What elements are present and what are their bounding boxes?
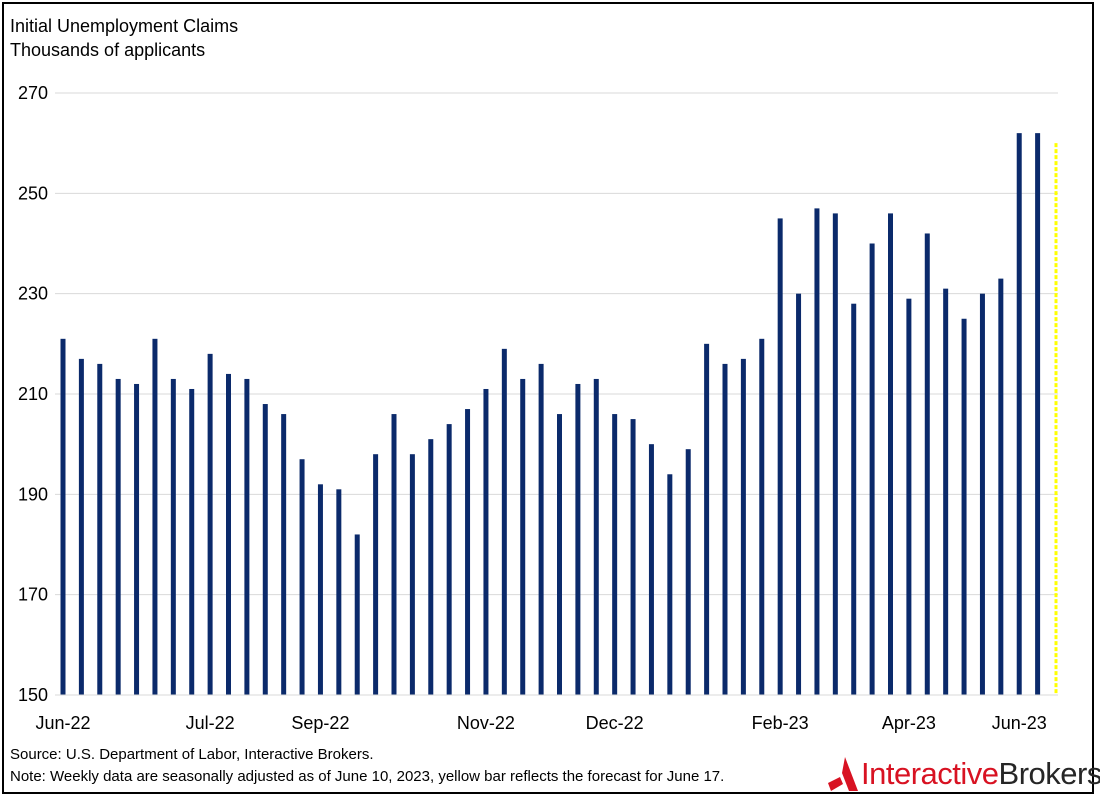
x-tick-label: Nov-22 xyxy=(457,713,515,733)
bar xyxy=(593,378,599,695)
bar xyxy=(189,388,195,695)
chart-title: Initial Unemployment Claims xyxy=(10,16,239,36)
title-block: Initial Unemployment Claims Thousands of… xyxy=(10,14,238,62)
bar xyxy=(428,439,434,695)
bar xyxy=(465,409,471,695)
bar xyxy=(777,218,783,695)
bar xyxy=(869,243,875,695)
bar xyxy=(998,278,1004,695)
bar xyxy=(832,213,838,695)
bar xyxy=(207,353,213,695)
x-tick-label: Jul-22 xyxy=(186,713,235,733)
bar xyxy=(520,378,526,695)
bar xyxy=(906,298,912,695)
bar xyxy=(722,363,728,695)
y-tick-label: 190 xyxy=(18,484,48,504)
bar xyxy=(391,414,397,695)
y-tick-label: 270 xyxy=(18,83,48,103)
y-axis-ticks: 150 170 190 210 230 250 270 xyxy=(18,83,48,705)
x-tick-label: Jun-22 xyxy=(35,713,90,733)
bar xyxy=(299,459,305,695)
bar xyxy=(667,474,673,695)
bar xyxy=(336,489,342,695)
bar xyxy=(152,338,158,695)
y-tick-label: 150 xyxy=(18,685,48,705)
bar xyxy=(317,484,323,695)
bar xyxy=(1016,133,1022,696)
x-tick-label: Jun-23 xyxy=(992,713,1047,733)
bar xyxy=(97,363,103,695)
bar xyxy=(557,414,562,695)
bar xyxy=(630,419,636,695)
bar xyxy=(134,383,140,695)
bar xyxy=(483,388,489,695)
y-tick-label: 210 xyxy=(18,384,48,404)
bar xyxy=(115,378,121,695)
bar xyxy=(446,424,452,695)
bar xyxy=(170,378,176,695)
x-tick-label: Dec-22 xyxy=(586,713,644,733)
x-tick-label: Apr-23 xyxy=(882,713,936,733)
y-tick-label: 170 xyxy=(18,585,48,605)
bar xyxy=(354,534,360,695)
bar xyxy=(814,208,820,695)
bar xyxy=(226,373,231,695)
bar xyxy=(244,378,250,695)
bar xyxy=(538,363,544,695)
bar xyxy=(796,293,802,695)
bar xyxy=(575,383,581,695)
logo-mark-icon xyxy=(828,757,858,791)
bar xyxy=(78,358,84,695)
bar xyxy=(60,338,66,695)
bar xyxy=(685,449,691,695)
bar xyxy=(704,343,710,695)
bar xyxy=(501,348,507,695)
logo-text-interactive: Interactive xyxy=(861,756,999,791)
bar xyxy=(979,293,985,695)
y-tick-label: 230 xyxy=(18,284,48,304)
bar xyxy=(943,288,949,695)
bar xyxy=(648,444,654,695)
source-note: Source: U.S. Department of Labor, Intera… xyxy=(10,746,374,763)
logo-text-brokers: Brokers xyxy=(998,756,1100,791)
methodology-note: Note: Weekly data are seasonally adjuste… xyxy=(10,768,725,785)
x-axis-ticks: Jun-22 Jul-22 Sep-22 Nov-22 Dec-22 Feb-23 Apr-… xyxy=(35,713,1046,733)
bar xyxy=(961,318,967,695)
bar xyxy=(262,404,268,695)
bar xyxy=(888,213,893,695)
interactive-brokers-logo: InteractiveBrokers xyxy=(828,756,1100,792)
bar xyxy=(373,454,379,695)
bar xyxy=(740,358,746,695)
x-tick-label: Feb-23 xyxy=(752,713,809,733)
x-tick-label: Sep-22 xyxy=(291,713,349,733)
bar xyxy=(851,303,857,695)
bar xyxy=(281,414,287,695)
bar xyxy=(612,414,618,695)
bar xyxy=(924,233,930,695)
bar xyxy=(759,338,765,695)
bar xyxy=(409,454,415,695)
chart-subtitle: Thousands of applicants xyxy=(10,40,206,60)
bars xyxy=(60,133,1058,696)
footer: Source: U.S. Department of Labor, Intera… xyxy=(10,744,724,788)
y-tick-label: 250 xyxy=(18,183,48,203)
bar xyxy=(1035,133,1041,696)
